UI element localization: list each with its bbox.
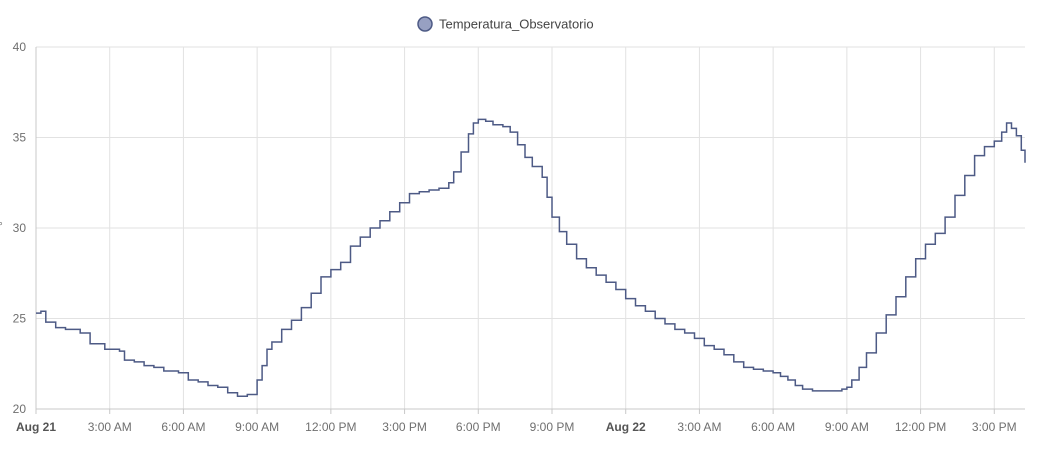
x-tick-label: 3:00 AM	[677, 420, 721, 434]
series-line	[36, 118, 1026, 398]
grid	[36, 46, 1025, 410]
x-tick-label: 12:00 PM	[895, 420, 946, 434]
x-tick-label: 6:00 AM	[161, 420, 205, 434]
x-tick-label: 6:00 AM	[751, 420, 795, 434]
axes	[35, 47, 1025, 414]
x-tick-label: 3:00 PM	[972, 420, 1017, 434]
y-tick-label: 30	[13, 221, 27, 235]
x-tick-labels: Aug 21 3:00 AM 6:00 AM 9:00 AM 12:00 PM 3:00 …	[16, 420, 1017, 434]
x-tick-label: 12:00 PM	[305, 420, 356, 434]
x-tick-label: 9:00 PM	[530, 420, 575, 434]
series-layer	[36, 118, 1026, 398]
legend-label[interactable]: Temperatura_Observatorio	[439, 17, 594, 32]
x-tick-label: Aug 21	[16, 420, 56, 434]
y-tick-label: 25	[13, 312, 27, 326]
y-tick-labels: 20 25 30 35 40	[13, 40, 27, 416]
x-tick-label: Aug 22	[606, 420, 646, 434]
y-axis-title: °	[0, 219, 3, 233]
x-tick-label: 9:00 AM	[235, 420, 279, 434]
y-tick-label: 35	[13, 131, 27, 145]
x-tick-label: 6:00 PM	[456, 420, 501, 434]
x-tick-label: 3:00 PM	[382, 420, 427, 434]
y-tick-label: 40	[13, 40, 27, 54]
legend-marker[interactable]	[417, 16, 433, 32]
x-tick-label: 9:00 AM	[825, 420, 869, 434]
y-tick-label: 20	[13, 402, 27, 416]
legend[interactable]: Temperatura_Observatorio	[417, 16, 594, 32]
x-tick-label: 3:00 AM	[88, 420, 132, 434]
